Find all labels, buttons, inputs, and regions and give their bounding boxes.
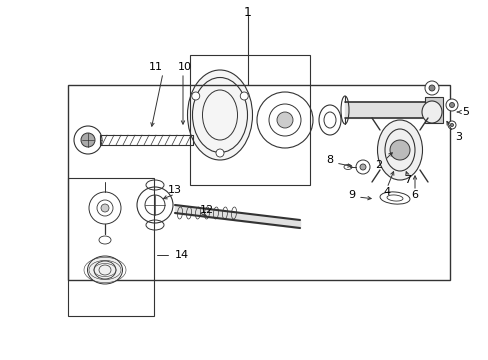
Circle shape xyxy=(359,164,365,170)
Text: 7: 7 xyxy=(404,175,411,185)
Text: 10: 10 xyxy=(178,62,192,72)
Text: 1: 1 xyxy=(244,5,251,18)
Text: 11: 11 xyxy=(149,62,163,72)
Text: 14: 14 xyxy=(175,250,189,260)
Text: 2: 2 xyxy=(374,160,381,170)
Text: 4: 4 xyxy=(383,187,390,197)
Bar xyxy=(424,97,442,123)
Circle shape xyxy=(445,99,457,111)
Circle shape xyxy=(276,112,292,128)
Text: 3: 3 xyxy=(454,132,461,142)
Circle shape xyxy=(240,92,248,100)
Circle shape xyxy=(101,204,109,212)
Text: 8: 8 xyxy=(325,155,332,165)
Bar xyxy=(190,55,309,185)
Circle shape xyxy=(449,123,452,126)
Ellipse shape xyxy=(377,120,422,180)
Ellipse shape xyxy=(87,256,122,284)
Circle shape xyxy=(191,92,199,100)
Circle shape xyxy=(216,149,224,157)
Text: 9: 9 xyxy=(347,190,354,200)
Circle shape xyxy=(389,140,409,160)
Ellipse shape xyxy=(187,70,252,160)
Text: 13: 13 xyxy=(168,185,182,195)
Circle shape xyxy=(428,85,434,91)
Text: 5: 5 xyxy=(461,107,468,117)
Text: 6: 6 xyxy=(411,190,418,200)
Circle shape xyxy=(447,121,455,129)
Bar xyxy=(68,178,154,316)
Bar xyxy=(68,85,449,280)
Circle shape xyxy=(81,133,95,147)
Circle shape xyxy=(448,103,453,108)
Ellipse shape xyxy=(421,101,441,123)
Circle shape xyxy=(424,81,438,95)
Text: 12: 12 xyxy=(200,205,214,215)
